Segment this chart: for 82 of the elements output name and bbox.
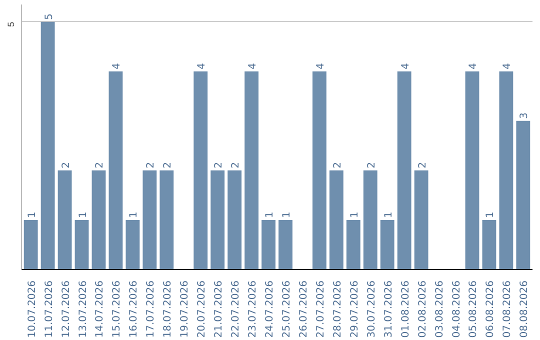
x-tick-label: 12.07.2026 xyxy=(60,280,72,338)
x-tick-label: 18.07.2026 xyxy=(162,280,174,338)
bar xyxy=(414,170,428,270)
data-label: 2 xyxy=(94,162,106,168)
x-tick-label: 23.07.2026 xyxy=(248,280,259,338)
x-tick-label: 14.07.2026 xyxy=(94,280,106,338)
bar xyxy=(126,220,140,270)
bar xyxy=(516,120,530,270)
x-tick-label: 26.07.2026 xyxy=(298,280,310,338)
bar xyxy=(397,71,412,270)
x-tick-label: 16.07.2026 xyxy=(128,280,140,338)
data-label: 3 xyxy=(519,112,530,119)
bar xyxy=(380,220,394,270)
data-label: 4 xyxy=(196,62,208,70)
bar xyxy=(228,170,242,270)
x-tick-label: 04.08.2026 xyxy=(451,280,462,338)
x-tick-label: 24.07.2026 xyxy=(264,280,276,338)
data-label: 2 xyxy=(417,162,428,168)
bar xyxy=(346,220,360,270)
data-label: 4 xyxy=(315,62,326,70)
data-label: 1 xyxy=(78,212,89,218)
bar xyxy=(108,71,123,270)
x-tick-label: 08.08.2026 xyxy=(519,280,530,338)
bar xyxy=(40,22,55,270)
data-label: 1 xyxy=(128,212,140,218)
x-tick-label: 17.07.2026 xyxy=(146,280,157,338)
bar xyxy=(142,170,157,270)
bar xyxy=(244,71,258,270)
x-tick-label: 13.07.2026 xyxy=(78,280,89,338)
x-tick-label: 29.07.2026 xyxy=(349,280,360,338)
data-label: 4 xyxy=(400,62,412,70)
bar xyxy=(210,170,225,270)
data-label: 1 xyxy=(349,212,360,218)
data-label: 4 xyxy=(112,62,123,70)
bar xyxy=(278,220,292,270)
data-label: 1 xyxy=(264,212,276,218)
bar xyxy=(24,220,38,270)
x-tick-label: 11.07.2026 xyxy=(44,280,55,338)
x-tick-label: 07.08.2026 xyxy=(502,280,514,338)
x-tick-label: 27.07.2026 xyxy=(315,280,326,338)
bar xyxy=(312,71,326,270)
data-label: 2 xyxy=(214,162,225,168)
bar xyxy=(92,170,106,270)
data-label: 2 xyxy=(332,162,344,168)
bar xyxy=(482,220,496,270)
data-label: 5 xyxy=(44,13,55,20)
x-tick-label: 10.07.2026 xyxy=(26,280,38,338)
x-tick-label: 21.07.2026 xyxy=(214,280,225,338)
x-tick-label: 03.08.2026 xyxy=(434,280,446,338)
bar xyxy=(363,170,378,270)
bar xyxy=(74,220,89,270)
data-label: 1 xyxy=(383,212,394,218)
data-label: 4 xyxy=(502,62,514,70)
x-tick-label: 31.07.2026 xyxy=(383,280,394,338)
data-label: 2 xyxy=(366,162,378,168)
x-tick-label: 30.07.2026 xyxy=(366,280,378,338)
data-label: 2 xyxy=(60,162,72,168)
x-tick-label: 20.07.2026 xyxy=(196,280,208,338)
x-tick-label: 01.08.2026 xyxy=(400,280,412,338)
x-tick-label: 06.08.2026 xyxy=(485,280,496,338)
data-label: 2 xyxy=(230,162,242,168)
bar xyxy=(262,220,276,270)
x-tick-label: 15.07.2026 xyxy=(112,280,123,338)
bar xyxy=(160,170,174,270)
x-tick-label: 05.08.2026 xyxy=(468,280,480,338)
data-label: 4 xyxy=(248,62,259,70)
data-label: 2 xyxy=(162,162,174,168)
data-label: 4 xyxy=(468,62,480,70)
bar xyxy=(499,71,514,270)
bar xyxy=(194,71,208,270)
x-tick-label: 02.08.2026 xyxy=(417,280,428,338)
data-label: 1 xyxy=(485,212,496,218)
x-tick-label: 19.07.2026 xyxy=(180,280,191,338)
x-tick-label: 25.07.2026 xyxy=(281,280,292,338)
bar xyxy=(58,170,72,270)
bar xyxy=(329,170,344,270)
data-label: 1 xyxy=(281,212,292,218)
data-label: 2 xyxy=(146,162,157,168)
x-tick-label: 28.07.2026 xyxy=(332,280,344,338)
data-label: 1 xyxy=(26,212,38,218)
x-tick-label: 22.07.2026 xyxy=(230,280,242,338)
bar xyxy=(465,71,480,270)
